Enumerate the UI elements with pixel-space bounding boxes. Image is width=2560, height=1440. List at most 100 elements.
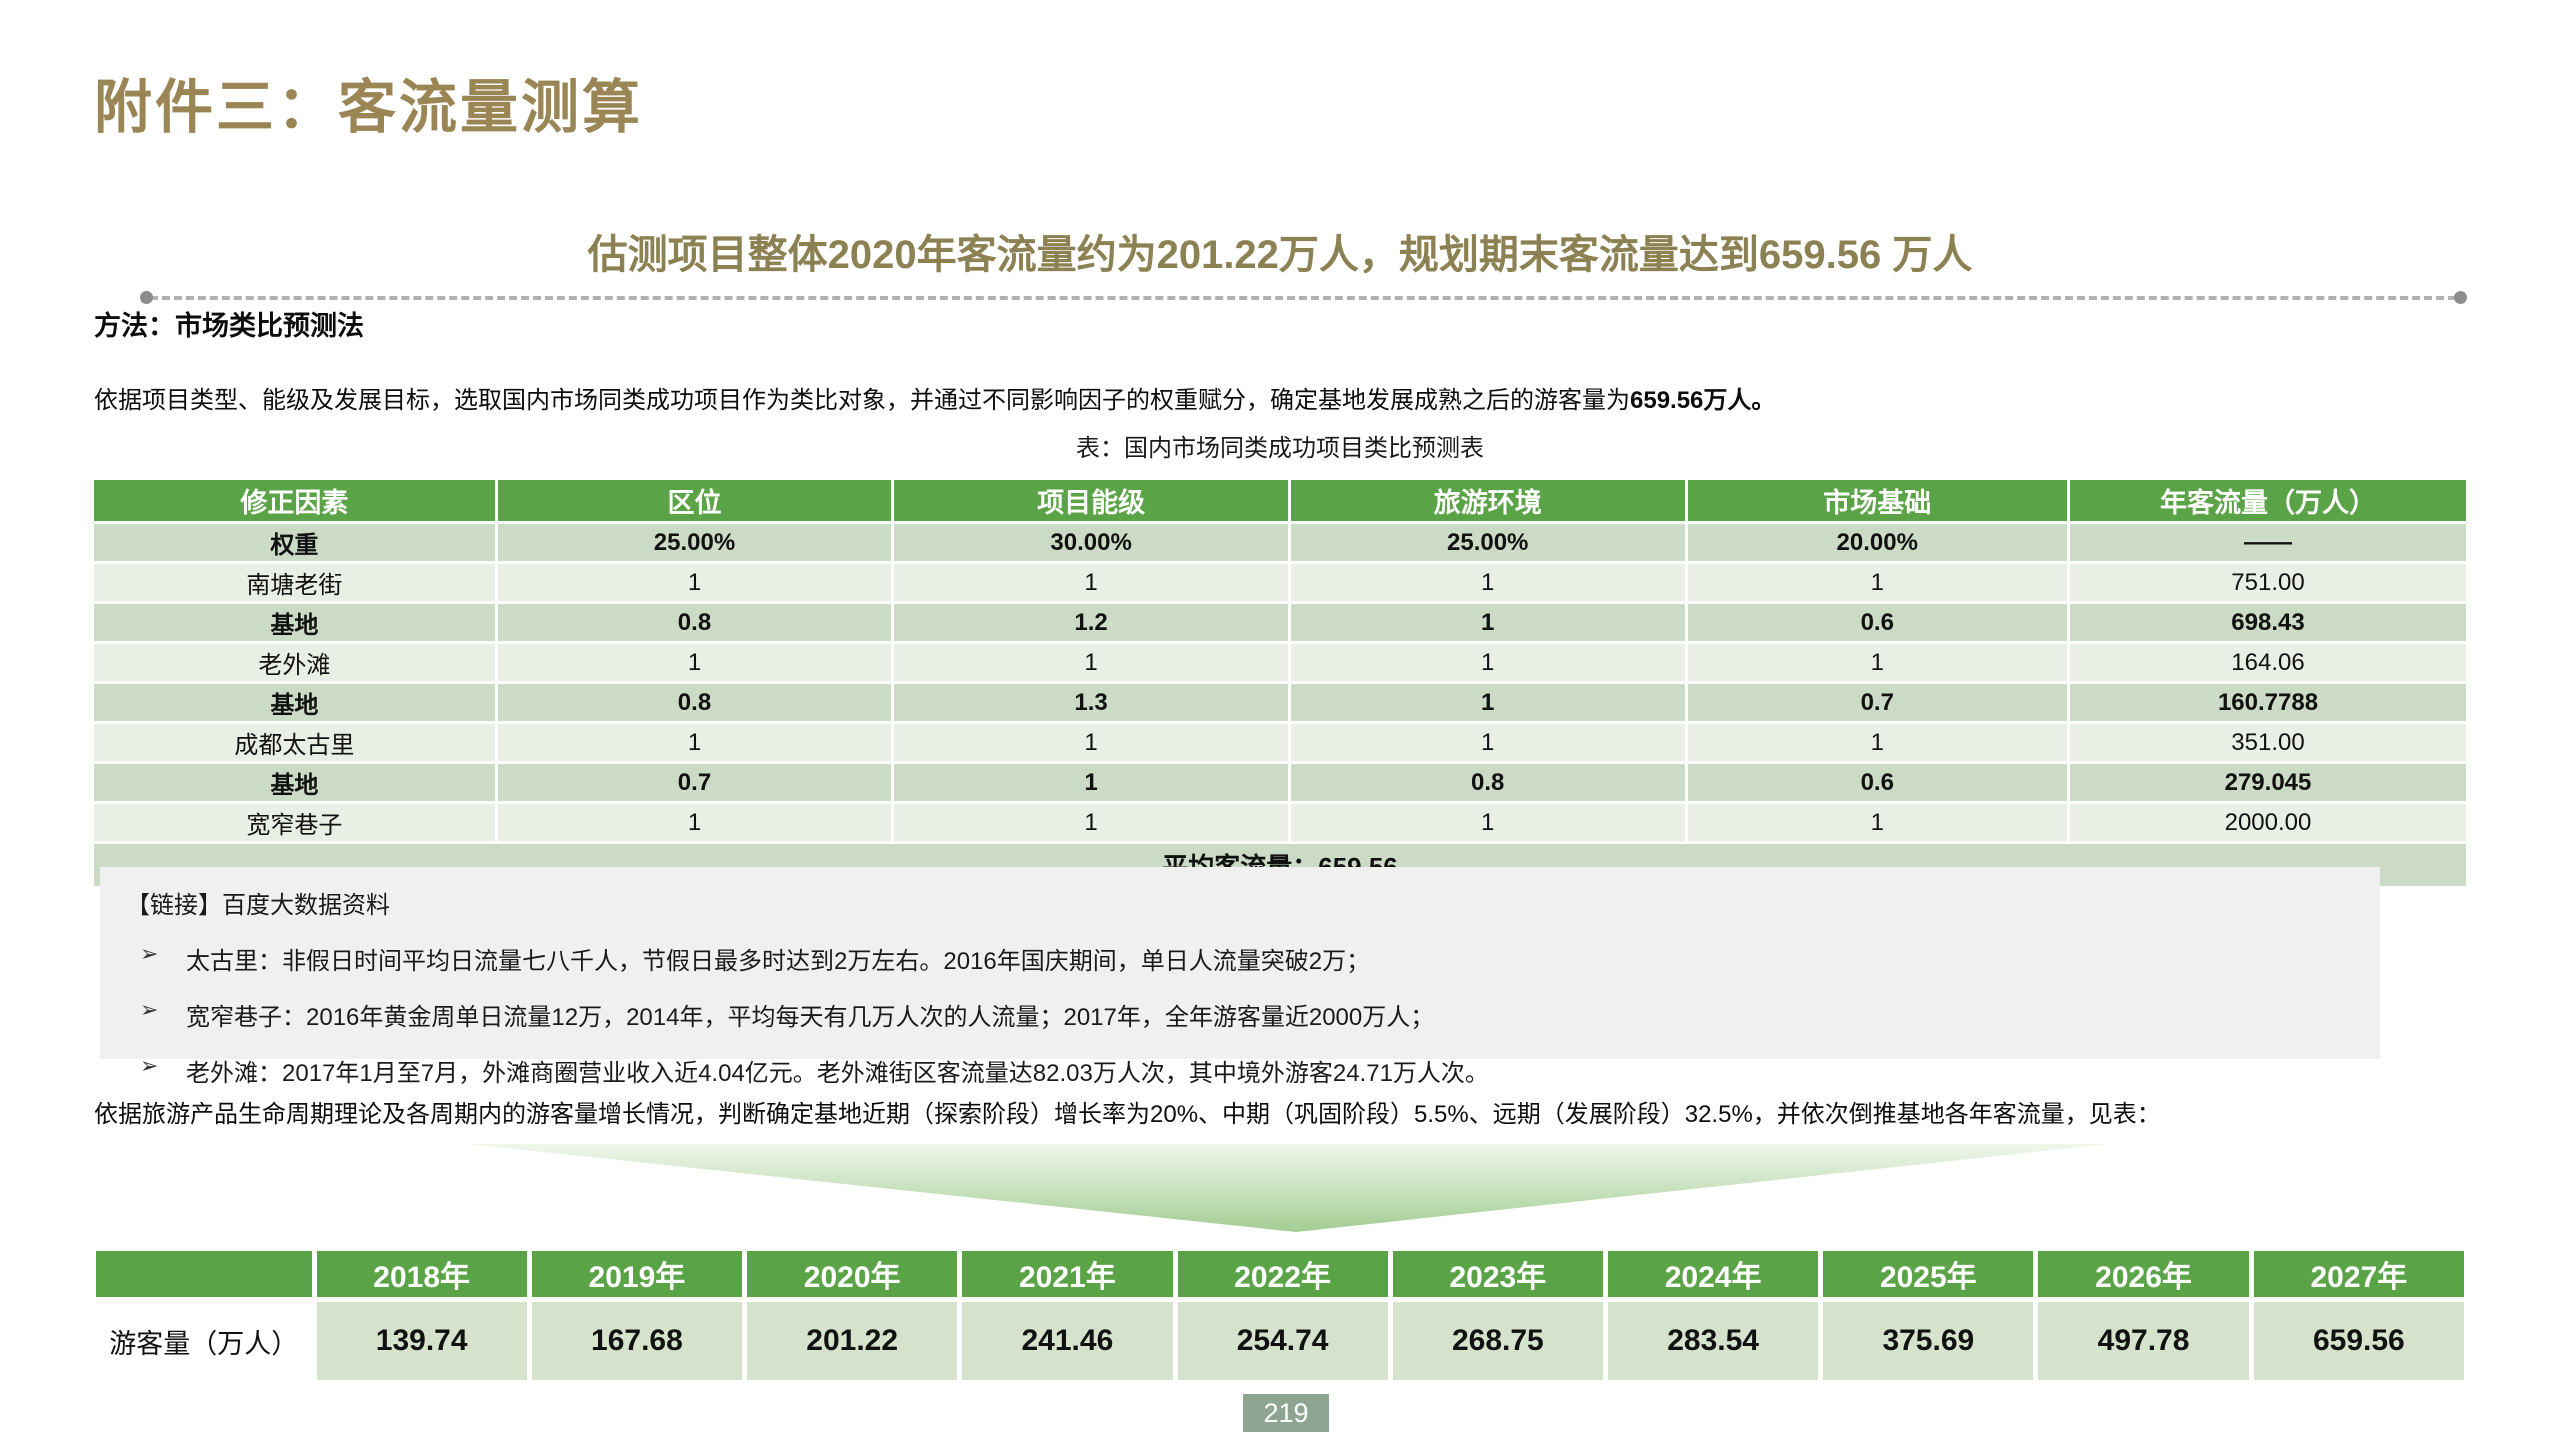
forecast-value-cell: 254.74 (1177, 1302, 1388, 1380)
method-heading: 方法：市场类比预测法 (94, 311, 364, 341)
table-cell: 1 (1687, 804, 2067, 841)
table-cell: 1 (1290, 684, 1685, 721)
table-row: 老外滩 1 1 1 1 164.06 (94, 644, 2466, 681)
table-cell: —— (2069, 524, 2466, 561)
table-row-base: 基地 0.7 1 0.8 0.6 279.045 (94, 764, 2466, 801)
forecast-value-cell: 201.22 (747, 1302, 958, 1380)
table-row: 南塘老街 1 1 1 1 751.00 (94, 564, 2466, 601)
divider-endpoint-dot-left (140, 291, 153, 304)
list-item-text: 宽窄巷子：2016年黄金周单日流量12万，2014年，平均每天有几万人次的人流量… (186, 1004, 1435, 1031)
divider-endpoint-dot-right (2454, 291, 2467, 304)
header-cell: 修正因素 (94, 480, 495, 521)
table-cell: 老外滩 (94, 644, 495, 681)
forecast-value-cell: 241.46 (962, 1302, 1173, 1380)
dashed-divider (150, 296, 2456, 300)
arrow-bullet-icon: ➢ (140, 997, 159, 1022)
intro-text: 依据项目类型、能级及发展目标，选取国内市场同类成功项目作为类比对象，并通过不同影… (94, 387, 1630, 414)
table-cell: 1 (497, 644, 892, 681)
table-cell: 1 (894, 724, 1288, 761)
table-cell: 宽窄巷子 (94, 804, 495, 841)
arrow-bullet-icon: ➢ (140, 941, 159, 966)
key-conclusion-headline: 估测项目整体2020年客流量约为201.22万人，规划期末客流量达到659.56… (587, 233, 1973, 277)
forecast-header-row: 2018年 2019年 2020年 2021年 2022年 2023年 2024… (96, 1251, 2464, 1297)
growth-rate-paragraph: 依据旅游产品生命周期理论及各周期内的游客量增长情况，判断确定基地近期（探索阶段）… (94, 1101, 2161, 1128)
list-item-text: 老外滩：2017年1月至7月，外滩商圈营业收入近4.04亿元。老外滩街区客流量达… (186, 1060, 1489, 1087)
table-cell: 0.6 (1687, 604, 2067, 641)
table-cell: 20.00% (1687, 524, 2067, 561)
forecast-value-cell: 283.54 (1607, 1302, 1819, 1380)
table-cell: 基地 (94, 684, 495, 721)
forecast-table: 2018年 2019年 2020年 2021年 2022年 2023年 2024… (91, 1246, 2469, 1385)
table-cell: 0.7 (1687, 684, 2067, 721)
year-header-cell: 2026年 (2038, 1251, 2249, 1297)
analogy-table-caption: 表：国内市场同类成功项目类比预测表 (1076, 435, 1484, 462)
header-cell: 区位 (497, 480, 892, 521)
year-header-cell: 2024年 (1607, 1251, 1819, 1297)
forecast-value-cell: 268.75 (1392, 1302, 1603, 1380)
list-item: ➢ 太古里：非假日时间平均日流量七八千人，节假日最多时达到2万左右。2016年国… (126, 941, 2354, 976)
analogy-header-row: 修正因素 区位 项目能级 旅游环境 市场基础 年客流量（万人） (94, 480, 2466, 521)
header-cell: 项目能级 (894, 480, 1288, 521)
table-cell: 164.06 (2069, 644, 2466, 681)
year-header-cell: 2023年 (1392, 1251, 1603, 1297)
table-cell: 1 (894, 564, 1288, 601)
table-cell: 1 (1290, 804, 1685, 841)
table-cell: 1 (497, 724, 892, 761)
table-cell: 1 (894, 644, 1288, 681)
arrow-bullet-icon: ➢ (140, 1053, 159, 1078)
list-item-text: 太古里：非假日时间平均日流量七八千人，节假日最多时达到2万左右。2016年国庆期… (186, 948, 1371, 975)
table-cell: 0.7 (497, 764, 892, 801)
table-cell: 0.8 (1290, 764, 1685, 801)
forecast-value-cell: 659.56 (2253, 1302, 2464, 1380)
year-header-cell: 2022年 (1177, 1251, 1388, 1297)
list-item: ➢ 老外滩：2017年1月至7月，外滩商圈营业收入近4.04亿元。老外滩街区客流… (126, 1053, 2354, 1088)
page-title: 附件三：客流量测算 (94, 73, 644, 141)
list-item: ➢ 宽窄巷子：2016年黄金周单日流量12万，2014年，平均每天有几万人次的人… (126, 997, 2354, 1032)
forecast-value-cell: 375.69 (1823, 1302, 2034, 1380)
page-number-badge: 219 (1243, 1394, 1329, 1432)
table-cell: 1 (1290, 644, 1685, 681)
down-arrow-transition-shape (468, 1144, 2108, 1232)
table-cell: 0.6 (1687, 764, 2067, 801)
table-cell: 1 (1290, 564, 1685, 601)
table-cell: 1 (497, 564, 892, 601)
intro-highlight-value: 659.56万人。 (1630, 387, 1776, 414)
row-label-cell: 游客量（万人） (96, 1302, 312, 1380)
table-cell: 25.00% (497, 524, 892, 561)
forecast-value-cell: 497.78 (2038, 1302, 2249, 1380)
year-header-cell: 2021年 (962, 1251, 1173, 1297)
table-cell: 0.8 (497, 604, 892, 641)
table-row: 宽窄巷子 1 1 1 1 2000.00 (94, 804, 2466, 841)
table-cell: 1 (1687, 644, 2067, 681)
year-header-cell: 2020年 (747, 1251, 958, 1297)
table-row-weights: 权重 25.00% 30.00% 25.00% 20.00% —— (94, 524, 2466, 561)
table-cell: 1 (1687, 724, 2067, 761)
table-cell: 1 (1687, 564, 2067, 601)
table-cell: 1 (1290, 724, 1685, 761)
header-cell: 旅游环境 (1290, 480, 1685, 521)
reference-box-title: 【链接】百度大数据资料 (126, 892, 390, 919)
year-header-cell: 2018年 (316, 1251, 527, 1297)
forecast-value-row: 游客量（万人） 139.74 167.68 201.22 241.46 254.… (96, 1302, 2464, 1380)
analogy-table: 修正因素 区位 项目能级 旅游环境 市场基础 年客流量（万人） 权重 25.00… (91, 477, 2469, 889)
baidu-data-reference-box: 【链接】百度大数据资料 ➢ 太古里：非假日时间平均日流量七八千人，节假日最多时达… (100, 867, 2380, 1087)
table-cell: 成都太古里 (94, 724, 495, 761)
table-cell: 30.00% (894, 524, 1288, 561)
table-cell: 1 (1290, 604, 1685, 641)
table-cell: 权重 (94, 524, 495, 561)
table-row-base: 基地 0.8 1.3 1 0.7 160.7788 (94, 684, 2466, 721)
table-cell: 2000.00 (2069, 804, 2466, 841)
table-row-base: 基地 0.8 1.2 1 0.6 698.43 (94, 604, 2466, 641)
table-cell: 1.3 (894, 684, 1288, 721)
year-header-cell: 2027年 (2253, 1251, 2464, 1297)
header-cell: 市场基础 (1687, 480, 2067, 521)
table-cell: 基地 (94, 764, 495, 801)
table-cell: 160.7788 (2069, 684, 2466, 721)
table-cell: 1 (894, 804, 1288, 841)
table-cell: 351.00 (2069, 724, 2466, 761)
year-header-cell: 2019年 (531, 1251, 743, 1297)
table-cell: 1.2 (894, 604, 1288, 641)
forecast-value-cell: 139.74 (316, 1302, 527, 1380)
table-cell: 25.00% (1290, 524, 1685, 561)
table-cell: 0.8 (497, 684, 892, 721)
